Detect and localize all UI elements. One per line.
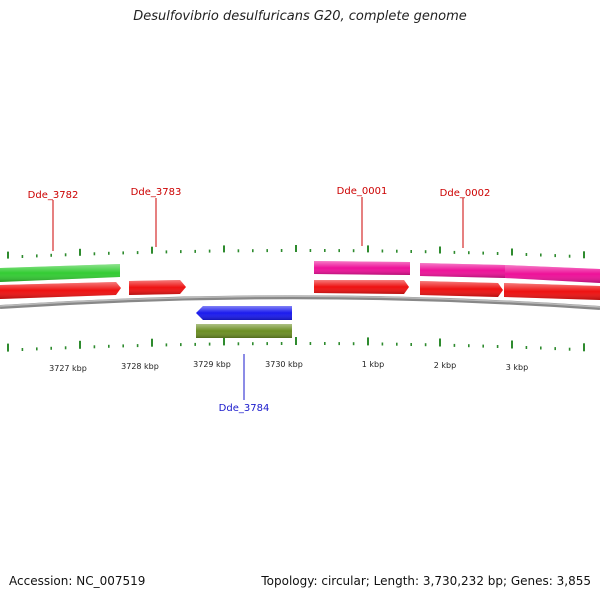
genome-backbone [0,295,600,310]
scale-label: 3730 kbp [265,360,303,369]
genome-summary-text: Topology: circular; Length: 3,730,232 bp… [261,574,591,588]
gene-label-dde-3784[interactable]: Dde_3784 [219,403,270,414]
gene-labels: Dde_3782 Dde_3783 Dde_0001 Dde_0002 Dde_… [28,186,491,414]
scale-label: 3728 kbp [121,362,159,371]
scale-label: 3 kbp [506,363,528,372]
scale-label: 3727 kbp [49,364,87,373]
outer-gene-track [0,261,600,283]
gene-label-dde-3782[interactable]: Dde_3782 [28,190,79,201]
scale-label: 2 kbp [434,361,456,370]
scale-label: 1 kbp [362,360,384,369]
gene-label-dde-0002[interactable]: Dde_0002 [440,188,491,199]
gene-label-dde-3783[interactable]: Dde_3783 [131,187,182,198]
forward-gene-track [0,280,600,300]
map-title: Desulfovibrio desulfuricans G20, complet… [133,9,467,24]
tick-marks-upper [7,245,585,259]
gene-label-dde-0001[interactable]: Dde_0001 [337,186,388,197]
scale-labels: 3727 kbp 3728 kbp 3729 kbp 3730 kbp 1 kb… [49,360,528,373]
reverse-gene-track [196,306,292,338]
scale-label: 3729 kbp [193,360,231,369]
accession-text: Accession: NC_007519 [9,574,146,588]
label-pointers [52,197,464,400]
tick-marks-lower [7,337,585,352]
